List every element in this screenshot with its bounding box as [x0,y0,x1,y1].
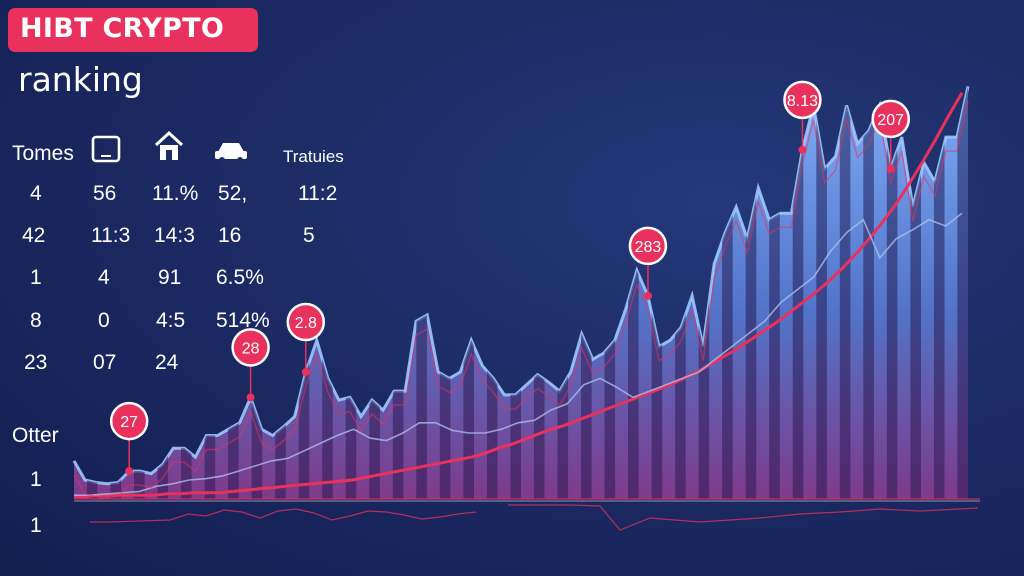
callout-marker: 207 [871,99,910,173]
callout-label: 28 [242,340,260,357]
table-cell: 11:2 [298,182,338,205]
callout-dot [246,393,255,402]
table-cell: 4 [30,182,42,205]
area-top-line [72,85,970,486]
bar-shade [275,86,286,499]
callout-marker: 2.8 [286,302,326,377]
callout-bubble [109,401,149,441]
table-cell: 23 [24,351,48,374]
callout-marker: 283 [628,226,668,300]
callout-label: 27 [120,414,138,431]
bar-shade [298,86,310,499]
callout-dot [301,368,310,377]
line-series-layer [73,91,969,499]
table-cell: 0 [98,309,110,332]
bar-shade [722,86,733,499]
callout-marker: 27 [109,401,149,476]
bar-shade [557,86,569,499]
bar-shade [957,86,968,499]
area-series-layer [72,85,970,500]
table-cell: 52, [218,182,248,205]
callout-bubble [286,302,326,342]
bar-shade [675,86,686,499]
bar-shade [604,86,616,499]
footer-label: Otter [12,424,59,447]
bar-shade [698,86,710,499]
callout-label: 283 [635,239,662,256]
footer-value: 1 [30,514,42,537]
column-header-tomes: Tomes [12,142,74,165]
table-cell: 42 [22,224,46,247]
subtitle: ranking [18,60,143,99]
bar-shade [486,86,498,499]
bar-shade [628,86,639,499]
table-cell: 24 [155,351,179,374]
bar-shade [886,86,898,499]
callout-dot [886,164,895,173]
bar-shade [463,86,474,499]
callout-layer: 27 28 2.8 283 8.13 207 [109,80,910,476]
table-cell: 07 [93,351,117,374]
signal-line-layer [90,504,979,531]
table-cell: 14:3 [154,224,195,247]
callout-dot [643,291,652,300]
title-text: HIBT CRYPTO [20,13,225,44]
callout-marker: 28 [231,328,270,402]
table-cell: 6.5% [216,266,264,289]
bar-shade [816,86,827,499]
bar-shade [792,86,804,499]
signal-line-right [508,504,979,531]
callout-bubble [871,99,910,139]
callout-bubble [783,80,822,120]
table-cell: 4:5 [156,309,186,332]
bar-shade [839,86,851,499]
bar-shade [369,86,380,499]
callout-bubble [628,226,668,266]
baseline-layer [74,498,980,502]
callout-label: 207 [877,112,904,129]
car-icon [215,143,247,163]
callout-dot [125,467,134,476]
table-cell: 56 [93,182,117,205]
tablet-icon [91,135,121,163]
table-cell: 11:3 [91,224,131,247]
column-header-tratuies: Tratuies [283,147,344,166]
secondary-line [73,100,969,499]
signal-line-left [90,508,477,523]
table-cell: 11.% [152,182,199,205]
home-icon [154,130,184,160]
area-fill [74,86,968,500]
bar-shade [345,86,357,499]
bar-shade [651,86,663,499]
bar-shade [910,86,921,499]
bar-shade [745,86,757,499]
callout-bubble [231,328,270,367]
bar-shade [863,86,874,499]
table-cell: 514% [216,309,270,332]
callout-marker: 8.13 [783,80,822,154]
bar-shade [439,86,451,499]
table-cell: 8 [30,309,42,332]
bar-shade [933,86,945,499]
table-cell: 5 [303,224,315,247]
trend-line [74,91,964,498]
table-cell: 1 [30,266,42,289]
bar-shade [510,86,521,499]
table-cell: 4 [98,266,110,289]
bar-shade [416,86,427,499]
table-cell: 16 [218,224,242,247]
title-badge: HIBT CRYPTO [8,8,258,52]
thin-line [74,212,963,496]
footer-value: 1 [30,468,42,491]
callout-dot [798,145,807,154]
bar-shade [581,86,592,499]
table-cell: 91 [158,266,182,289]
callout-label: 2.8 [295,315,317,332]
bar-shade [322,86,333,499]
callout-label: 8.13 [787,93,818,110]
bar-shade [769,86,780,499]
